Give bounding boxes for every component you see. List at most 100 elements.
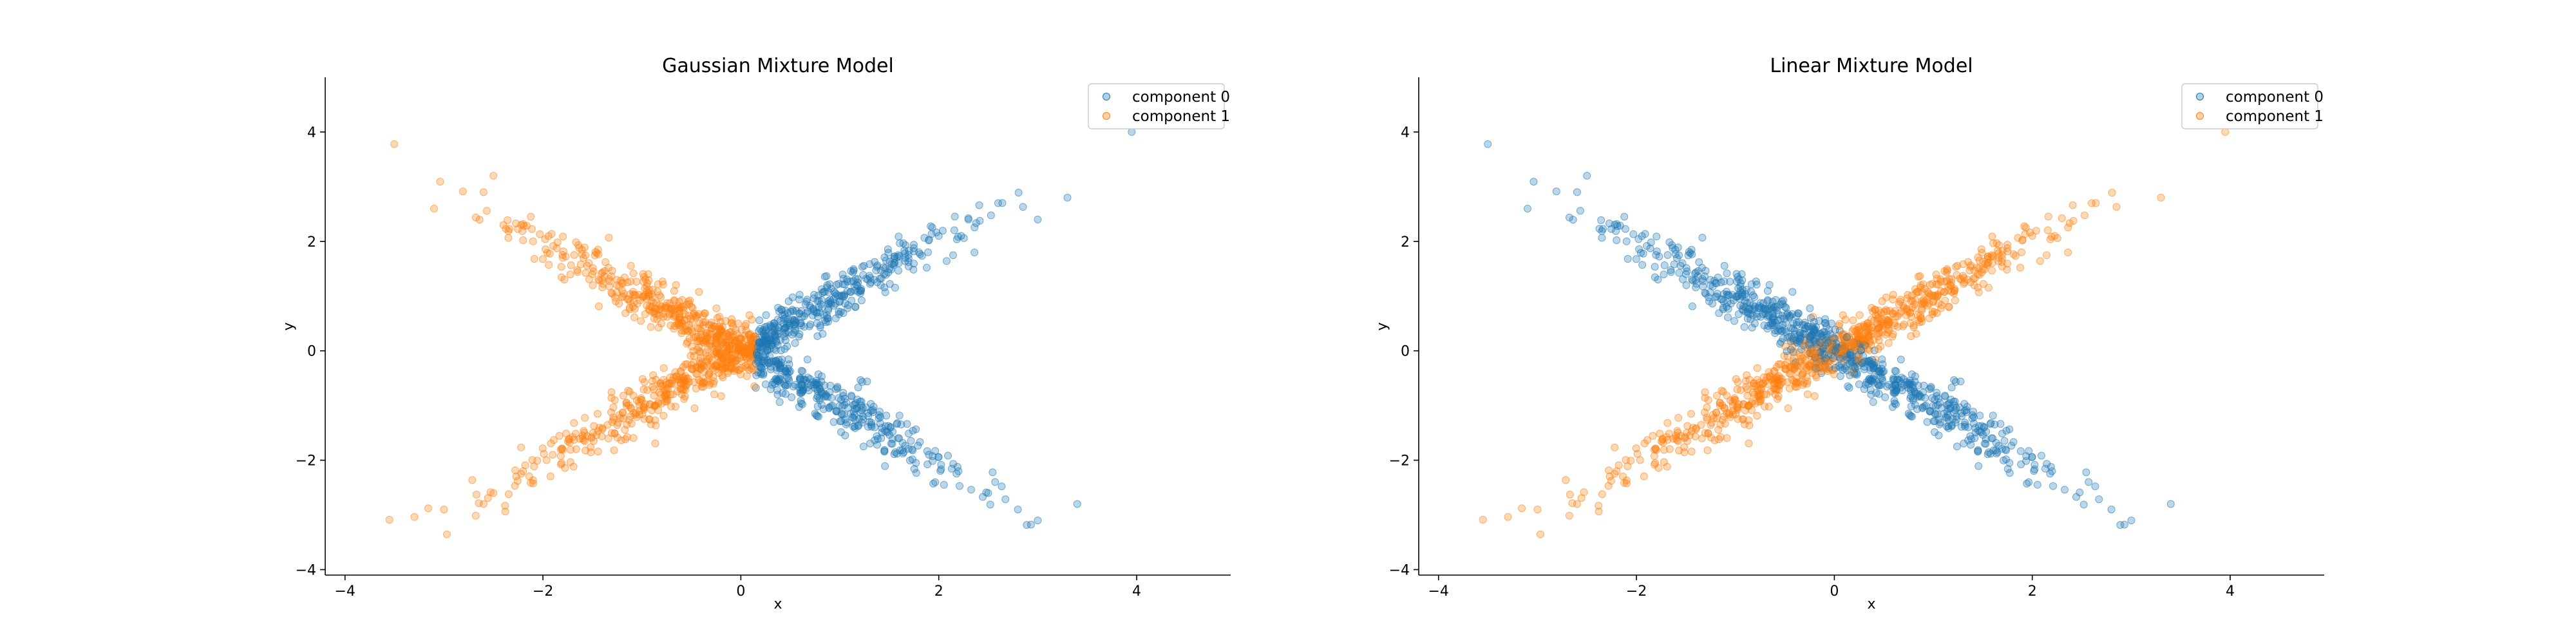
scatter-point-component-0 [840, 280, 849, 289]
scatter-point-component-0 [771, 331, 779, 339]
scatter-point-component-1 [1723, 392, 1731, 400]
scatter-point-component-1 [723, 339, 731, 346]
scatter-point-component-0 [1576, 207, 1584, 215]
scatter-point-component-1 [479, 500, 488, 508]
scatter-point-component-0 [864, 409, 873, 417]
scatter-point-component-0 [1747, 280, 1756, 289]
scatter-point-component-1 [609, 413, 618, 422]
scatter-point-component-1 [499, 221, 507, 229]
scatter-point-component-1 [1959, 260, 1967, 269]
scatter-point-component-0 [1868, 377, 1876, 386]
scatter-point-component-0 [774, 377, 782, 386]
scatter-point-component-0 [1698, 234, 1707, 242]
scatter-point-component-0 [867, 400, 875, 408]
scatter-point-component-1 [674, 302, 683, 310]
scatter-point-component-0 [2127, 516, 2136, 525]
scatter-point-component-1 [643, 287, 651, 295]
scatter-point-component-0 [1663, 251, 1672, 259]
scatter-point-component-1 [718, 346, 726, 355]
scatter-point-component-0 [767, 357, 775, 365]
x-tick-label: −4 [335, 583, 355, 600]
scatter-point-component-1 [1765, 373, 1774, 381]
scatter-point-component-0 [784, 297, 793, 305]
scatter-point-component-1 [629, 269, 638, 278]
scatter-point-component-0 [929, 480, 938, 488]
scatter-point-component-0 [1806, 304, 1814, 312]
scatter-point-component-1 [737, 326, 746, 334]
scatter-point-component-0 [873, 432, 881, 440]
scatter-point-component-1 [2003, 241, 2011, 249]
scatter-point-component-0 [971, 223, 979, 232]
scatter-point-component-1 [570, 419, 578, 427]
scatter-point-component-1 [536, 230, 544, 238]
scatter-point-component-0 [837, 395, 846, 404]
scatter-point-component-0 [1908, 370, 1916, 379]
scatter-point-component-0 [1034, 516, 1042, 525]
scatter-point-component-1 [619, 292, 627, 301]
scatter-point-component-1 [1703, 403, 1711, 412]
scatter-point-component-0 [776, 363, 784, 372]
scatter-point-component-0 [1875, 382, 1883, 390]
scatter-point-component-1 [1763, 380, 1772, 388]
scatter-point-component-1 [1839, 343, 1847, 352]
scatter-point-component-1 [1790, 354, 1798, 362]
scatter-point-component-0 [1807, 314, 1815, 322]
scatter-point-component-1 [605, 282, 614, 290]
scatter-point-component-0 [1638, 261, 1647, 269]
scatter-point-component-0 [790, 316, 799, 324]
scatter-point-component-1 [501, 507, 509, 516]
scatter-point-component-0 [1073, 500, 1081, 508]
scatter-point-component-0 [797, 397, 805, 405]
scatter-point-component-1 [566, 458, 574, 466]
scatter-point-component-0 [2038, 451, 2045, 460]
x-tick-label: 2 [2028, 583, 2037, 600]
scatter-point-component-1 [2157, 193, 2165, 202]
scatter-point-component-0 [925, 451, 933, 459]
scatter-point-component-0 [799, 367, 807, 375]
scatter-point-component-1 [1734, 404, 1742, 412]
scatter-point-component-1 [1988, 267, 1996, 275]
scatter-point-component-0 [1909, 384, 1917, 393]
scatter-point-component-1 [1753, 412, 1761, 420]
scatter-point-component-0 [866, 418, 874, 426]
scatter-point-component-1 [712, 325, 721, 333]
scatter-point-component-0 [856, 397, 864, 406]
scatter-point-component-0 [885, 265, 893, 273]
scatter-point-component-0 [886, 431, 894, 439]
scatter-point-component-1 [621, 309, 630, 317]
scatter-point-component-1 [1739, 400, 1747, 408]
scatter-point-component-1 [716, 317, 724, 326]
scatter-point-component-0 [2022, 452, 2031, 460]
scatter-point-component-0 [1583, 171, 1591, 180]
scatter-point-component-1 [623, 433, 631, 441]
scatter-point-component-1 [1745, 375, 1754, 384]
scatter-point-component-1 [618, 287, 626, 295]
scatter-point-component-0 [1861, 357, 1869, 365]
scatter-point-component-1 [472, 213, 480, 222]
scatter-point-component-1 [598, 424, 607, 432]
scatter-point-component-0 [1806, 325, 1814, 333]
scatter-point-component-0 [815, 412, 822, 421]
scatter-point-component-0 [1530, 178, 1538, 186]
scatter-point-component-0 [925, 236, 933, 245]
scatter-point-component-1 [504, 216, 512, 224]
scatter-point-component-1 [1651, 460, 1658, 469]
y-tick-label: −2 [1389, 453, 1410, 469]
scatter-point-component-1 [1680, 448, 1689, 457]
scatter-point-component-1 [703, 345, 712, 354]
scatter-point-component-0 [1964, 423, 1973, 431]
scatter-point-component-0 [1943, 408, 1951, 416]
scatter-point-component-1 [723, 359, 731, 367]
scatter-point-component-1 [617, 276, 625, 285]
scatter-point-component-0 [797, 399, 806, 408]
scatter-point-component-0 [1821, 315, 1830, 323]
scatter-point-component-1 [489, 171, 498, 180]
scatter-point-component-1 [659, 412, 668, 420]
scatter-point-component-0 [884, 422, 893, 430]
scatter-point-component-0 [924, 248, 932, 256]
scatter-point-component-0 [1968, 411, 1976, 419]
scatter-point-component-0 [1620, 213, 1629, 221]
scatter-point-component-0 [1660, 270, 1668, 279]
scatter-point-component-1 [2065, 219, 2074, 227]
scatter-point-component-0 [927, 230, 936, 238]
